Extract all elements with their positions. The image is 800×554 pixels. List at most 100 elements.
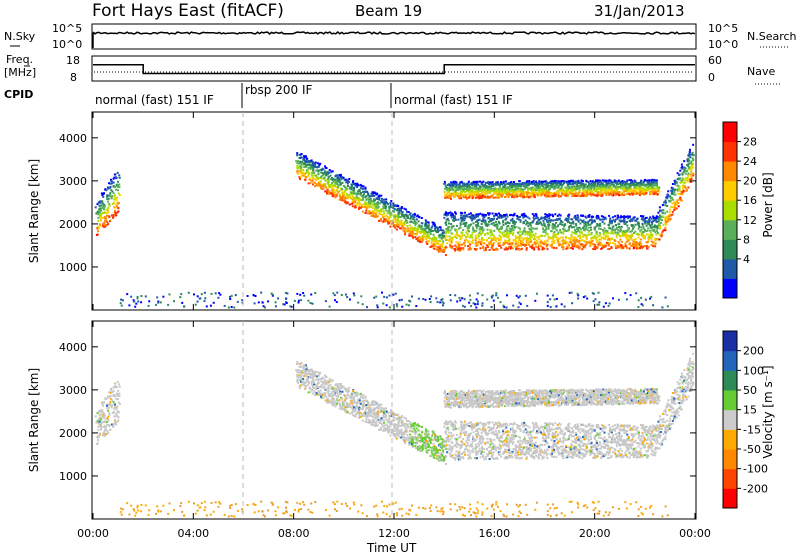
power-cell: [444, 184, 447, 187]
power-cell: [605, 232, 608, 235]
power-cell: [673, 188, 676, 191]
power-cell: [628, 234, 631, 237]
power-cell: [650, 181, 653, 184]
power-cell: [448, 196, 451, 199]
power-cell: [454, 247, 456, 250]
power-cell: [653, 184, 656, 187]
power-cell: [326, 190, 329, 193]
power-cell: [458, 192, 461, 195]
power-cell: [513, 195, 516, 198]
power-cell: [646, 183, 649, 186]
power-cell: [626, 230, 629, 233]
power-cell: [352, 198, 355, 201]
power-cell: [641, 223, 644, 226]
power-cell: [346, 202, 349, 205]
power-cell: [308, 167, 311, 170]
power-cell: [524, 186, 527, 189]
power-cell: [394, 219, 397, 222]
power-cell: [648, 218, 651, 221]
power-cell: [576, 195, 578, 197]
power-cell: [497, 220, 500, 223]
power-cell: [570, 186, 573, 189]
power-cell: [662, 209, 665, 212]
noise-left-label: N.Sky: [4, 30, 36, 43]
power-cell: [545, 245, 548, 248]
power-cell: [441, 301, 444, 304]
power-cell: [561, 246, 563, 249]
power-cell: [463, 211, 466, 214]
power-cell: [580, 181, 583, 184]
power-cell: [481, 226, 484, 229]
power-cell: [553, 223, 556, 226]
power-cell: [387, 209, 390, 212]
power-cell: [506, 215, 509, 218]
power-cell: [648, 223, 651, 226]
power-cell: [341, 195, 344, 198]
power-cell: [448, 183, 451, 186]
power-cell: [400, 206, 403, 208]
power-cell: [372, 212, 375, 215]
power-cell: [334, 196, 337, 199]
power-cell: [619, 238, 622, 241]
power-cell: [634, 193, 637, 196]
power-cell: [325, 174, 328, 177]
power-cell: [498, 196, 501, 199]
power-cell: [595, 180, 598, 183]
power-cell: [421, 237, 424, 240]
power-cell: [692, 143, 695, 146]
power-cell: [106, 198, 109, 201]
power-cell: [644, 222, 647, 225]
power-cell: [110, 178, 112, 181]
power-cell: [506, 225, 508, 228]
power-cell: [549, 181, 552, 183]
power-cell: [403, 214, 406, 216]
power-cell: [461, 232, 464, 235]
power-cell: [596, 303, 599, 306]
power-cell: [507, 196, 510, 198]
power-cell: [196, 300, 199, 303]
power-cell: [470, 192, 473, 195]
power-cell: [658, 217, 661, 219]
power-cell: [365, 195, 368, 197]
power-cell: [569, 238, 572, 240]
power-cell: [362, 185, 365, 188]
power-cell: [468, 301, 471, 304]
power-cell: [456, 187, 459, 190]
power-cell: [527, 184, 530, 187]
power-cell: [361, 204, 363, 207]
power-cell: [394, 217, 397, 220]
power-cell: [572, 192, 575, 195]
power-cell: [459, 248, 462, 251]
power-cell: [521, 192, 524, 195]
power-cell: [647, 245, 650, 248]
power-cell: [381, 197, 383, 200]
power-cell: [620, 182, 623, 184]
power-cell: [540, 194, 543, 197]
power-cell: [578, 240, 581, 243]
power-cell: [649, 225, 652, 228]
power-cell: [446, 196, 449, 199]
power-cell: [506, 221, 509, 224]
power-cell: [571, 243, 574, 246]
power-cell: [561, 184, 564, 187]
power-cell: [444, 237, 447, 240]
power-cell: [664, 218, 667, 221]
power-cell: [529, 234, 532, 237]
power-cell: [689, 167, 692, 169]
power-cell: [274, 301, 277, 304]
power-cell: [455, 241, 458, 244]
power-cell: [375, 205, 378, 207]
power-cell: [637, 236, 640, 239]
power-cell: [513, 190, 515, 193]
power-cell: [571, 231, 574, 234]
power-cell: [304, 156, 307, 159]
power-cell: [406, 225, 409, 227]
power-cell: [485, 188, 488, 191]
power-cell: [482, 193, 484, 196]
power-cell: [686, 177, 689, 180]
power-cell: [458, 241, 461, 244]
power-cell: [362, 196, 365, 199]
power-cell: [643, 217, 646, 220]
power-cell: [564, 186, 567, 189]
power-cell: [477, 215, 479, 218]
